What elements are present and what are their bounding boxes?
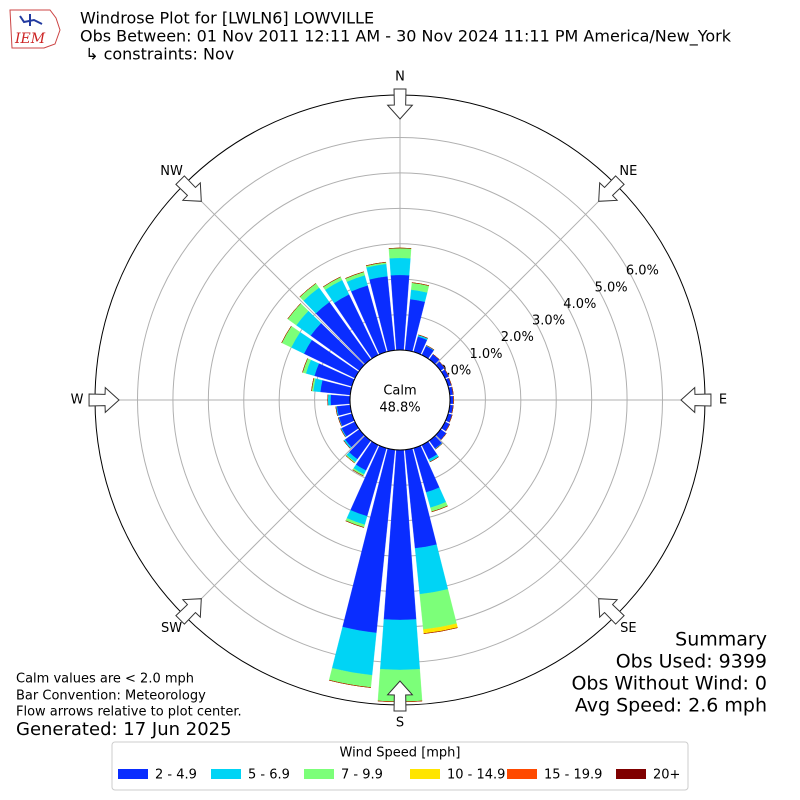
wedge — [411, 282, 429, 286]
r-tick-label: 4.0% — [563, 297, 596, 312]
wedge — [414, 544, 449, 595]
wedge — [419, 589, 457, 630]
direction-label: S — [396, 716, 404, 731]
plot: 0.0%1.0%2.0%3.0%4.0%5.0%6.0%NNEESESSWWNW… — [71, 70, 728, 731]
legend-box — [111, 741, 689, 791]
legend-label: 20+ — [653, 768, 680, 783]
wedge — [329, 680, 371, 688]
wedge — [336, 404, 352, 416]
r-tick-label: 2.0% — [501, 330, 534, 345]
wedge — [380, 619, 420, 671]
wedge — [330, 394, 351, 406]
logo-text: IEM — [14, 31, 46, 47]
direction-label: NE — [619, 164, 637, 179]
wedge — [431, 505, 448, 512]
flow-arrow — [598, 598, 625, 625]
logo-mark — [19, 14, 43, 26]
summary-line: Summary — [675, 629, 767, 651]
wedge — [311, 378, 314, 392]
calm-circle — [349, 349, 451, 451]
title-line: Windrose Plot for [LWLN6] LOWVILLE — [80, 9, 374, 28]
legend: Wind Speed [mph] 2 - 4.9 5 - 6.9 7 - 9.9 10… — [111, 741, 689, 791]
legend-label: 15 - 19.9 — [544, 768, 602, 783]
legend-label: 7 - 9.9 — [341, 768, 383, 783]
grid-line — [435, 183, 617, 365]
wedge — [327, 394, 331, 406]
legend-swatch — [118, 769, 148, 779]
legend-swatch — [410, 769, 440, 779]
r-tick-label: 1.0% — [469, 347, 502, 362]
calm-label: Calm — [383, 384, 416, 399]
title-line: ↳ constraints: Nov — [80, 45, 234, 64]
direction-label: W — [71, 393, 84, 408]
direction-label: NW — [160, 164, 183, 179]
wedge — [365, 262, 387, 266]
wedge — [352, 469, 364, 477]
legend-swatch — [507, 769, 537, 779]
summary-line: Obs Without Wind: 0 — [571, 673, 767, 695]
legend-title: Wind Speed [mph] — [340, 746, 461, 761]
wedge — [345, 455, 355, 464]
flow-arrow — [175, 598, 202, 625]
wedge — [389, 257, 411, 276]
wedge — [323, 276, 341, 288]
flow-arrow — [680, 386, 712, 414]
wedge — [445, 424, 450, 432]
wedge — [377, 700, 423, 702]
legend-label: 2 - 4.9 — [155, 768, 197, 783]
direction-label: SE — [620, 621, 636, 636]
legend-label: 10 - 14.9 — [447, 768, 505, 783]
grid-line — [183, 435, 365, 617]
r-tick-label: 6.0% — [626, 264, 659, 279]
wedge — [331, 626, 377, 676]
wedge — [345, 520, 364, 528]
summary-line: Avg Speed: 2.6 mph — [575, 695, 767, 717]
wedge — [426, 345, 435, 350]
direction-label: SW — [161, 621, 182, 636]
generated: Generated: 17 Jun 2025 — [16, 719, 232, 740]
wedge — [423, 627, 458, 634]
legend-swatch — [304, 769, 334, 779]
note: Flow arrows relative to plot center. — [16, 705, 242, 720]
wedge — [388, 247, 412, 259]
flow-arrow — [88, 386, 120, 414]
wedge — [449, 414, 453, 423]
flow-arrow — [386, 680, 414, 712]
legend-swatch — [616, 769, 646, 779]
grid-line — [183, 183, 365, 365]
direction-label: E — [719, 393, 727, 408]
note: Calm values are < 2.0 mph — [16, 672, 194, 687]
r-tick-label: 3.0% — [532, 314, 565, 329]
legend-label: 5 - 6.9 — [248, 768, 290, 783]
summary-line: Obs Used: 9399 — [616, 651, 767, 673]
grid-line — [435, 435, 617, 617]
direction-label: N — [395, 70, 405, 85]
title-line: Obs Between: 01 Nov 2011 12:11 AM - 30 N… — [80, 27, 732, 47]
wedge — [287, 303, 301, 320]
note: Bar Convention: Meteorology — [16, 689, 206, 704]
wedge — [451, 386, 454, 395]
r-tick-label: 5.0% — [595, 280, 628, 295]
flow-arrow — [386, 88, 414, 120]
wedge — [345, 271, 364, 279]
logo-outline — [9, 9, 61, 49]
wedge — [451, 405, 454, 414]
calm-value: 48.8% — [379, 401, 420, 416]
flow-arrow — [598, 175, 625, 202]
logo: IEM — [9, 9, 61, 49]
wedge — [302, 358, 308, 373]
wedge — [299, 283, 316, 297]
flow-arrow — [175, 175, 202, 202]
legend-swatch — [211, 769, 241, 779]
wedge — [418, 334, 428, 339]
